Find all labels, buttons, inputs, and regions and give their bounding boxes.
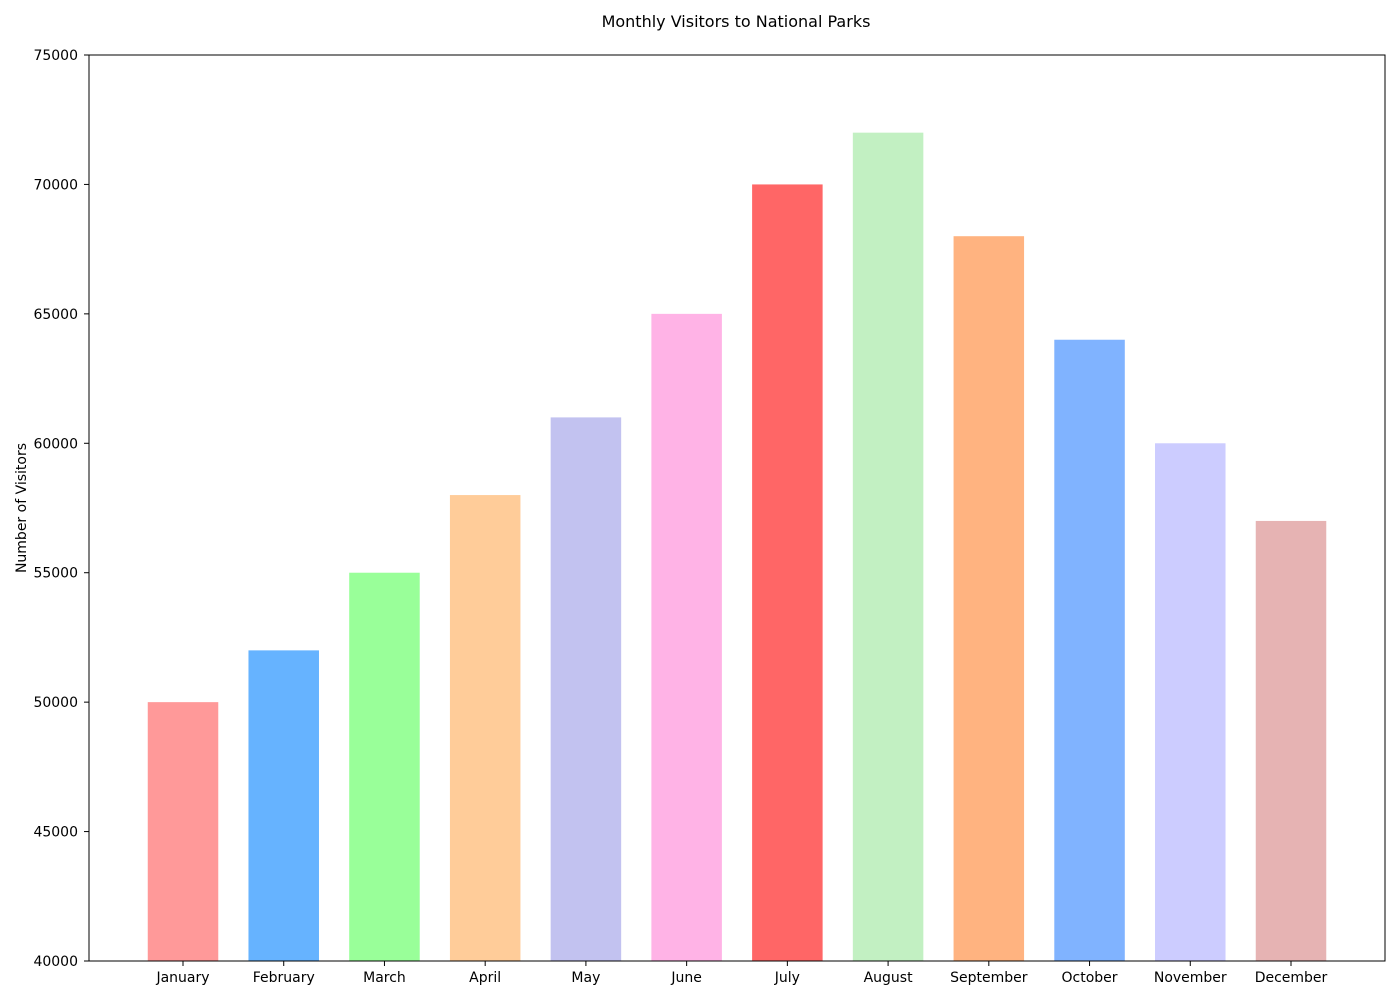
bar-march (349, 572, 420, 961)
y-tick-label: 70000 (33, 177, 78, 193)
x-tick-label: October (1062, 970, 1118, 986)
bar-april (449, 495, 521, 961)
x-tick-label: February (253, 970, 315, 986)
plot-frame (88, 54, 1386, 962)
bar-december (1255, 520, 1327, 961)
x-tick-label: March (363, 970, 406, 986)
x-tick-label: December (1255, 970, 1328, 986)
y-axis-ticks: 40000 45000 50000 55000 60000 65000 70000 75000 (33, 48, 89, 970)
y-tick-label: 50000 (33, 695, 78, 711)
bar-august (852, 132, 924, 961)
bar-january (147, 702, 219, 961)
bar-september (953, 236, 1025, 961)
bar-october (1054, 339, 1125, 961)
bar-july (752, 184, 823, 961)
x-tick-label: January (155, 970, 209, 986)
bar-november (1155, 443, 1226, 961)
x-tick-label: April (469, 970, 501, 986)
bar-june (651, 313, 722, 961)
y-tick-label: 40000 (33, 954, 78, 970)
y-tick-label: 55000 (33, 566, 78, 582)
x-axis-ticks: January February March April May June July Augu… (155, 961, 1328, 986)
y-tick-label: 65000 (33, 307, 78, 323)
x-tick-label: August (864, 970, 914, 986)
bar-series (147, 132, 1327, 961)
x-tick-label: September (950, 970, 1028, 986)
y-tick-label: 75000 (33, 48, 78, 64)
chart-title: Monthly Visitors to National Parks (602, 12, 871, 31)
y-tick-label: 45000 (33, 825, 78, 841)
x-tick-label: July (774, 970, 800, 986)
x-tick-label: May (571, 970, 600, 986)
y-tick-label: 60000 (33, 436, 78, 452)
y-axis-label: Number of Visitors (14, 443, 30, 573)
bar-february (248, 650, 319, 961)
bar-may (550, 417, 622, 961)
x-tick-label: June (670, 970, 702, 986)
x-tick-label: November (1154, 970, 1227, 986)
